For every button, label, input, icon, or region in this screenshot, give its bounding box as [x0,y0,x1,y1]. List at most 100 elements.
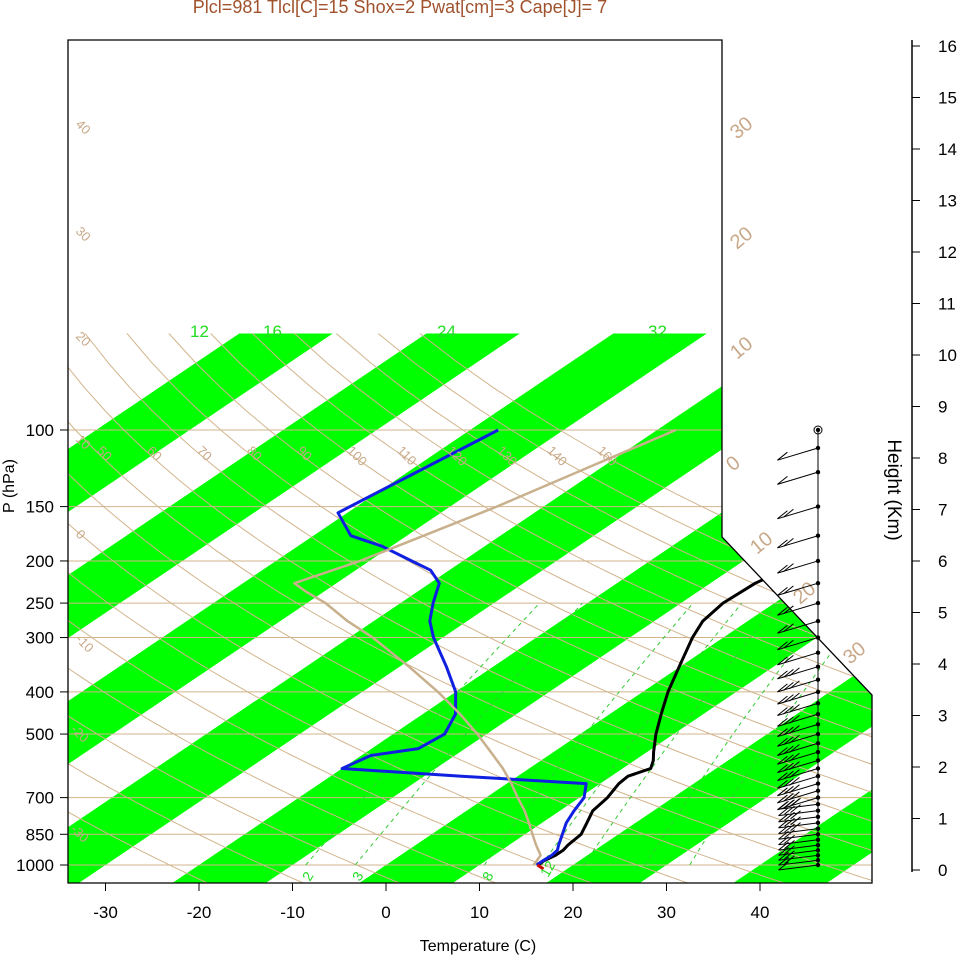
wind-barb-flag [789,714,800,724]
wind-barb-flag [783,785,794,795]
wind-barb-flag [783,726,794,736]
wind-barb-flag [777,587,788,596]
height-tick-label: 12 [938,243,957,262]
wind-barb-flag [783,668,794,678]
dry-adiabat [210,333,872,883]
wind-barb-flag [777,717,788,727]
wind-barb [778,844,819,851]
wind-barb-flag [783,799,794,809]
dry-adiabat [168,333,872,883]
isotherm-label: 20 [726,223,757,254]
wind-barb-flag [789,725,800,734]
plot-border [67,39,873,884]
wind-barb-flag [789,784,800,794]
wind-barb-flag [784,834,795,844]
mixing-ratio-label: 2 [299,869,317,884]
wind-barb-flag [778,807,789,817]
wind-barb-flag [777,670,788,680]
x-tick-label: -10 [280,903,305,922]
height-tick-label: 14 [938,140,957,159]
axes: -30 -20 -10 0 10 20 30 401000850700500400300250… [16,421,769,922]
isotherm-band [68,333,707,883]
y-axis-label: P (hPa) [1,459,18,513]
height-tick-label: 15 [938,89,957,108]
height-tick-label: 13 [938,192,957,211]
wind-barb-flag [777,695,788,705]
height-tick-label: 10 [938,346,957,365]
wind-barb-flag [778,856,789,866]
wind-point [815,427,821,433]
dry-adiabat [68,333,304,883]
dry-adiabat [68,333,496,883]
wind-barb-flag [777,787,788,797]
wind-barb-flag [783,736,794,746]
wind-barb-flag [777,755,788,765]
wind-barb-flag [777,656,788,666]
isotherm-band [68,333,520,883]
wind-point [815,504,821,509]
isotherm-label: 40 [73,117,94,138]
wind-barb [777,447,819,461]
wind-barb-flag [783,639,794,649]
mixing-ratio-label: 8 [479,869,497,884]
height-tick-label: 16 [938,37,957,56]
y-tick-label: 150 [26,498,54,517]
dry-adiabat [68,333,785,883]
y-tick-label: 400 [26,683,54,702]
isotherm-band [68,333,872,883]
wind-barb-flag [783,793,794,802]
x-tick-label: 20 [564,903,583,922]
isotherm-label: 30 [839,638,870,669]
wind-barb-flag [790,810,801,820]
wind-barb-flag [783,745,794,755]
wind-barb-flag [777,707,788,716]
wind-barb-flag [778,861,789,871]
wind-barb-flag [783,508,794,518]
mixing-ratio-label: 12 [190,322,209,341]
wind-barb [778,849,819,856]
x-tick-label: -20 [187,903,212,922]
wind-barb-flag [789,777,800,786]
wind-barb-flag [784,850,795,860]
mixing-ratio-line [354,602,583,866]
height-tick-label: 8 [938,449,947,468]
x-tick-label: -30 [93,903,118,922]
isotherm-label: 20 [73,329,94,350]
wind-barb-flag [783,538,794,547]
wind-barb-flag [784,845,795,855]
dry-adiabat [68,333,592,883]
dry-adiabat-label: 140 [544,443,570,469]
wind-barb [778,833,819,840]
wind-barb-flag [777,728,788,737]
y-tick-label: 700 [26,789,54,808]
dewpoint-line [336,428,588,867]
height-tick-label: 6 [938,552,947,571]
mixing-ratio-line [689,602,868,866]
x-tick-label: 10 [470,903,489,922]
isotherm-label: 10 [726,333,757,364]
wind-barb-flag [777,683,788,693]
wind-barb-flag [790,804,801,814]
dry-adiabat [68,333,688,883]
mixing-ratio-label: 16 [263,322,282,341]
wind-barbs [777,425,823,871]
y-tick-label: 1000 [16,856,54,875]
wind-barb-flag [783,770,794,780]
dry-adiabat [68,333,872,883]
wind-barb-flag [777,564,788,574]
height-tick-label: 0 [938,861,947,880]
wind-barb-flag [778,851,789,861]
wind-barb-flag [784,829,795,839]
mixing-ratio-line [483,602,694,866]
wind-barb-flag [777,606,788,616]
wind-barb-flag [777,451,788,461]
mixing-ratio-line [644,602,830,866]
wind-barb-flag [783,716,794,726]
isotherm-band [68,333,333,883]
wind-barb-flag [777,475,788,485]
wind-barb-flag [783,694,794,703]
y-tick-label: 300 [26,629,54,648]
isotherm-label: -10 [73,632,97,656]
